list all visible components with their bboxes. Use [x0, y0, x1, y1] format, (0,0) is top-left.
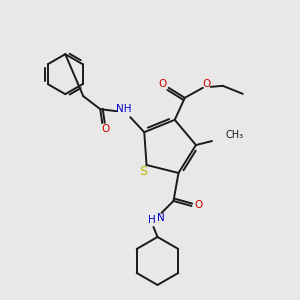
Text: O: O: [194, 200, 202, 210]
Text: CH₃: CH₃: [226, 130, 244, 140]
Text: O: O: [159, 79, 167, 89]
Text: H: H: [148, 215, 155, 225]
Text: O: O: [101, 124, 110, 134]
Text: S: S: [140, 166, 148, 178]
Text: NH: NH: [116, 104, 131, 114]
Text: O: O: [202, 79, 211, 89]
Text: N: N: [157, 213, 164, 223]
